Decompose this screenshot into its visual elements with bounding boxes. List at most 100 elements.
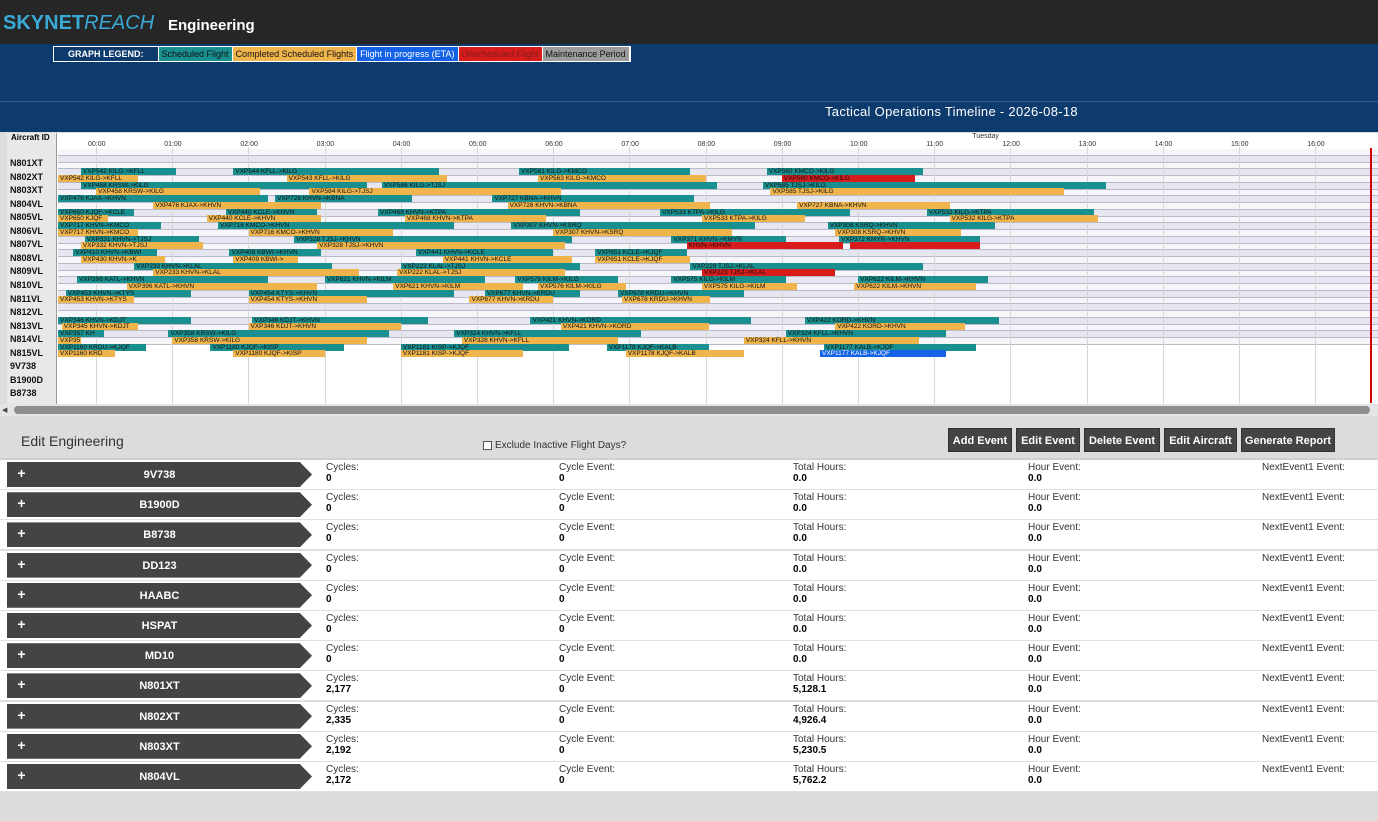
flight-bar[interactable]: VXP332 KHVN->TJSJ bbox=[80, 242, 203, 250]
aircraft-id-label[interactable]: B8738 bbox=[10, 388, 37, 399]
expand-plus-icon[interactable]: + bbox=[17, 585, 26, 602]
flight-bar[interactable]: VXP584 KILG->TJSJ bbox=[309, 188, 561, 196]
aircraft-row-header[interactable]: +9V738 bbox=[7, 462, 312, 487]
flight-bar[interactable]: VXP233 KHVN->KLAL bbox=[134, 262, 333, 270]
flight-bar[interactable]: VXP223 TJSJ->KLAL bbox=[701, 269, 836, 277]
flight-bar[interactable]: VXP328 TJSJ->KHVN bbox=[294, 235, 573, 243]
expand-plus-icon[interactable]: + bbox=[17, 525, 26, 542]
aircraft-row-header[interactable]: + B1900D bbox=[7, 492, 312, 518]
flight-bar[interactable]: VXP324 KHVN->KFLL bbox=[454, 330, 641, 337]
flight-bar[interactable]: VXP1160 KRD bbox=[58, 350, 116, 358]
flight-bar[interactable]: VXP717 KHVN->KMCO bbox=[58, 222, 161, 229]
aircraft-row-header[interactable]: + N801XT bbox=[7, 673, 312, 699]
flight-bar[interactable]: VXP717 KHVN->KMCO bbox=[58, 228, 138, 236]
flight-bar[interactable]: VXP1160 KRDU->KJQF bbox=[58, 343, 146, 351]
expand-plus-icon[interactable]: + bbox=[17, 646, 26, 663]
flight-bar[interactable]: VXP222 KLAL->TJSJ bbox=[400, 262, 580, 270]
edit-aircraft-button[interactable]: Edit Aircraft bbox=[1164, 428, 1237, 452]
flight-bar[interactable]: VXP453 KHVN->KTYS bbox=[58, 296, 135, 304]
flight-bar[interactable]: VXP307 KHVN->KSRQ bbox=[511, 222, 756, 229]
flight-bar[interactable]: VXP440 KCLE->KHVN bbox=[225, 208, 318, 216]
flight-bar[interactable]: VXP454 KTYS->KHVN bbox=[248, 296, 367, 304]
aircraft-id-label[interactable]: N805VL bbox=[10, 212, 44, 223]
aircraft-id-label[interactable]: N811VL bbox=[10, 293, 43, 304]
flight-bar[interactable]: VXP585 TJSJ->KILG bbox=[770, 188, 1064, 196]
flight-bar[interactable]: VXP542 KILG->KFLL bbox=[80, 168, 177, 175]
flight-bar[interactable]: VXP726 KHVN->KBNA bbox=[507, 201, 710, 209]
aircraft-id-label[interactable]: N802XT bbox=[10, 171, 44, 182]
flight-bar[interactable]: VXP543 KFLL->KILG bbox=[286, 174, 447, 182]
flight-bar[interactable]: VXP308 KSRQ->KHVN bbox=[827, 222, 996, 229]
flight-bar[interactable]: VXP476 KJAX->KHVN bbox=[153, 201, 321, 209]
flight-bar[interactable]: VXP331 KHVN->TJSJ bbox=[84, 235, 199, 243]
flight-bar[interactable]: VXP563 KILG->KMCO bbox=[538, 174, 706, 182]
aircraft-id-label[interactable]: N815VL bbox=[10, 347, 44, 358]
flight-bar[interactable]: VXP358 KRSW->KILG bbox=[172, 336, 367, 344]
aircraft-row-header[interactable]: + B8738 bbox=[7, 522, 312, 548]
flight-bar[interactable]: VXP622 KILM->KHVN bbox=[854, 282, 977, 290]
expand-plus-icon[interactable]: + bbox=[17, 616, 26, 632]
aircraft-id-label[interactable]: N814VL bbox=[10, 334, 44, 345]
flight-bar[interactable]: VXP346 KDJT->KHVN bbox=[248, 323, 401, 331]
flight-bar[interactable]: VXP678 KRDU->KHVN bbox=[618, 289, 744, 297]
flight-bar[interactable]: VXP1178 KJQF->KALB bbox=[606, 343, 710, 351]
edit-event-button[interactable]: Edit Event bbox=[1016, 428, 1080, 452]
flight-bar[interactable]: VXP677 KHVN->KRDU bbox=[469, 296, 554, 304]
aircraft-row-header[interactable]: + DD123 bbox=[7, 552, 312, 578]
expand-plus-icon[interactable]: + bbox=[17, 676, 26, 693]
flight-bar[interactable]: VXP575 KILG->KILM bbox=[671, 276, 786, 283]
flight-bar[interactable]: VXP410 KHVN->KBWI bbox=[73, 249, 158, 256]
flight-bar[interactable]: VXP454 KTYS->KHVN bbox=[248, 289, 455, 297]
flight-bar[interactable]: VXP357 bbox=[58, 336, 81, 344]
flight-bar[interactable]: VXP229 TJSJ->KLAL bbox=[690, 262, 923, 270]
flight-bar[interactable]: VXP346 KHVN->KDJT bbox=[58, 316, 192, 324]
flight-bar[interactable]: VXP441 KHVN->KCLE bbox=[442, 255, 573, 263]
flight-bar[interactable]: VXP678 KRDU->KHVN bbox=[621, 296, 710, 304]
flight-bar[interactable]: VXP716 KMCO->KHVN bbox=[218, 222, 455, 229]
expand-plus-icon[interactable]: + bbox=[17, 465, 26, 481]
flight-bar[interactable]: VXP372 KMYR->KHVN bbox=[839, 235, 981, 243]
aircraft-id-label[interactable]: N812VL bbox=[10, 307, 44, 318]
flight-bar[interactable]: VXP1181 KISP->KJQF bbox=[400, 343, 569, 351]
flight-bar[interactable]: VXP677 KHVN->KRDU bbox=[484, 289, 580, 297]
flight-bar[interactable]: VXP422 KORD->KHVN bbox=[835, 323, 965, 331]
flight-bar[interactable]: VXP1180 KJQF->KISP bbox=[210, 343, 344, 351]
flight-bar[interactable]: VXP560 KMCO->KILG bbox=[766, 168, 923, 175]
flight-bar[interactable]: VXP532 KILG->KTPA bbox=[926, 208, 1095, 216]
flight-bar[interactable]: VXP575 KILG->KILM bbox=[701, 282, 798, 290]
aircraft-row-header[interactable]: + HAABC bbox=[7, 582, 312, 608]
aircraft-row-header[interactable]: + N802XT bbox=[7, 703, 312, 729]
flight-bar[interactable]: VXP1178 KJQF->KALB bbox=[625, 350, 744, 358]
flight-bar[interactable]: VXP561 KILG->KMCO bbox=[519, 168, 691, 175]
flight-bar[interactable]: VXP468 KHVN->KTPA bbox=[404, 215, 546, 223]
flight-bar[interactable]: VXP727 KBNA->KHVN bbox=[492, 195, 695, 202]
flight-bar[interactable]: VXP533 KTPA->KILG bbox=[701, 215, 805, 223]
delete-event-button[interactable]: Delete Event bbox=[1084, 428, 1160, 452]
flight-bar[interactable]: VXP358 KRSW->KILG bbox=[168, 330, 390, 337]
flight-bar[interactable]: VXP621 KHVN->KILM bbox=[393, 282, 523, 290]
flight-bar[interactable]: VXP328 TJSJ->KHVN bbox=[317, 242, 565, 250]
flight-bar[interactable]: VXP409 KBWI->KHVN bbox=[229, 249, 321, 256]
aircraft-id-label[interactable]: B1900D bbox=[10, 374, 44, 385]
flight-bar[interactable]: VXP1181 KISP->KJQF bbox=[400, 350, 523, 358]
flight-bar[interactable]: VXP476 KJAX->KHVN bbox=[58, 195, 268, 202]
flight-bar[interactable]: VXP585 TJSJ->KILG bbox=[762, 181, 1106, 189]
scroll-left-arrow-icon[interactable]: ◀ bbox=[2, 407, 8, 414]
aircraft-row-header[interactable]: + MD10 bbox=[7, 643, 312, 669]
flight-bar[interactable]: VXP651 KCLE->KJQF bbox=[595, 249, 687, 256]
flight-bar[interactable]: VXP621 KHVN->KILM bbox=[324, 276, 485, 283]
aircraft-id-label[interactable]: N804VL bbox=[10, 198, 44, 209]
flight-bar[interactable]: VXP651 KCLE->KJQF bbox=[595, 255, 691, 263]
flight-bar[interactable]: VXP1177 KALB->KJQF bbox=[823, 343, 977, 351]
flight-bar[interactable]: VXP586 KILG->TJSJ bbox=[381, 181, 718, 189]
flight-bar[interactable]: VXP308 KSRQ->KHVN bbox=[835, 228, 961, 236]
aircraft-id-label[interactable]: N801XT bbox=[10, 158, 44, 168]
flight-bar[interactable]: VXP233 KHVN->KLAL bbox=[153, 269, 359, 277]
generate-report-button[interactable]: Generate Report bbox=[1241, 428, 1335, 452]
aircraft-id-label[interactable]: N813VL bbox=[10, 320, 44, 331]
flight-bar[interactable]: VXP409 KBWI-> bbox=[233, 255, 299, 263]
flight-bar[interactable]: VXP532 KILG->KTPA bbox=[949, 215, 1099, 223]
expand-plus-icon[interactable]: + bbox=[17, 736, 26, 753]
aircraft-row-header[interactable]: + HSPAT bbox=[7, 613, 312, 638]
flight-bar[interactable]: VXP576 KILM->KILG bbox=[538, 282, 626, 290]
